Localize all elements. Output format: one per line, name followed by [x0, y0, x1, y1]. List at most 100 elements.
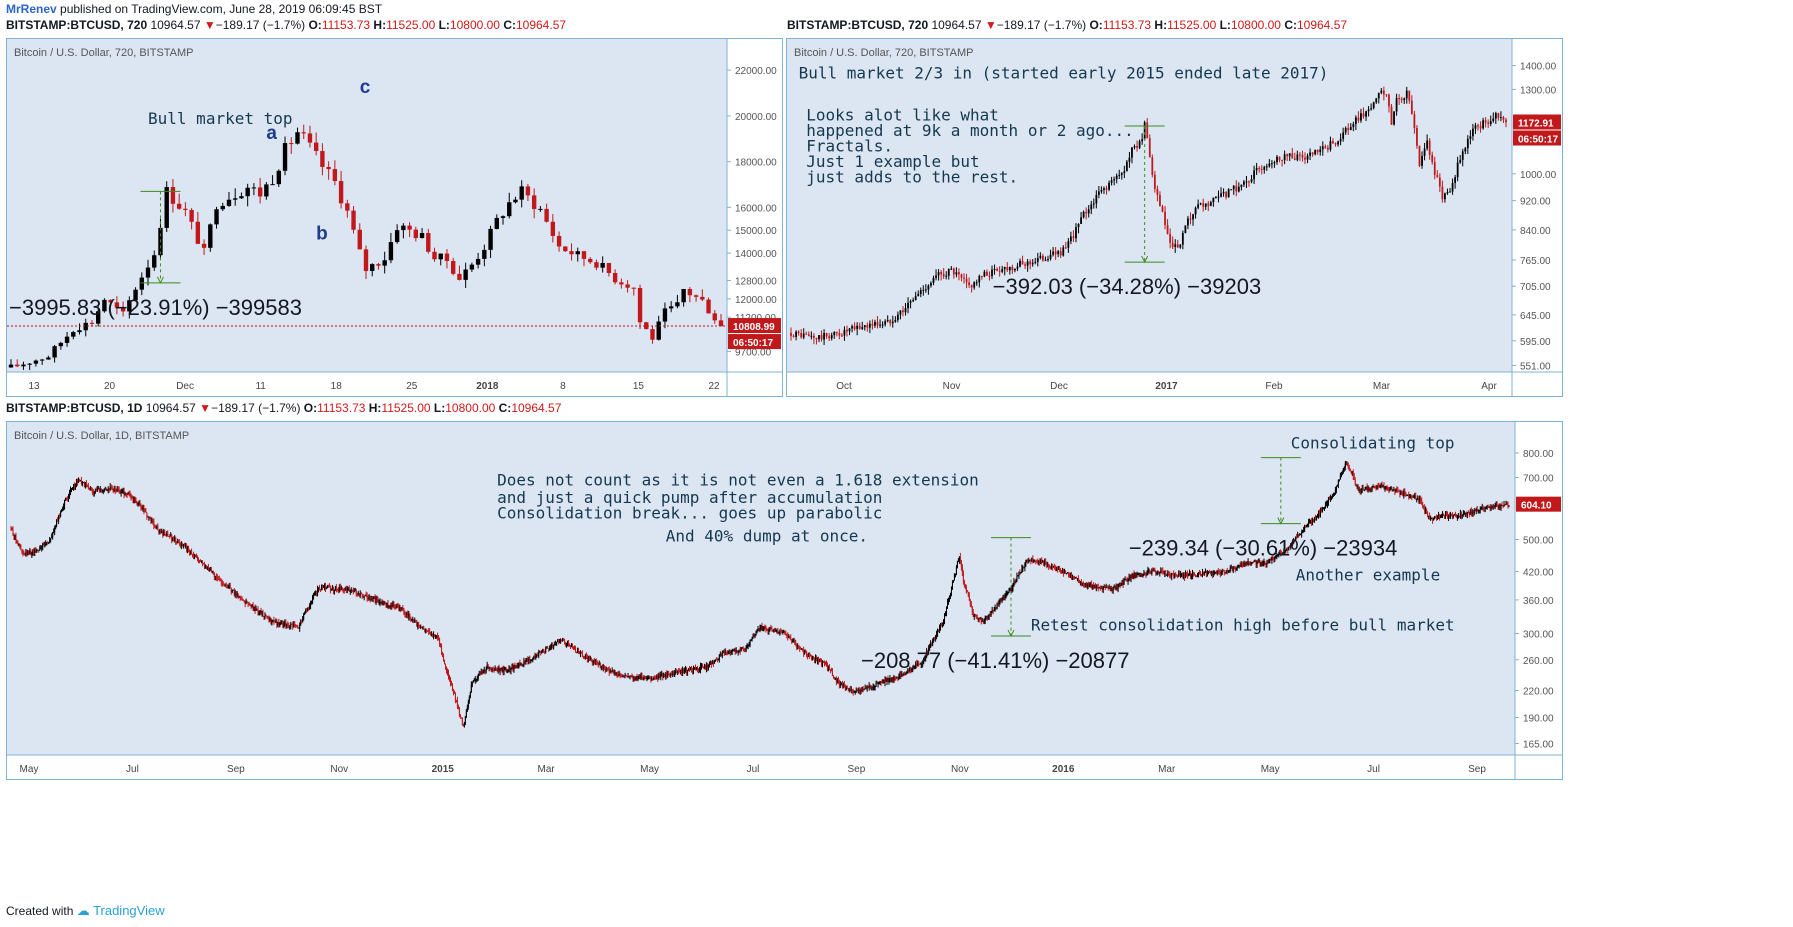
candle-body: [516, 665, 518, 667]
candle-body: [1456, 162, 1459, 178]
candle-body: [1356, 486, 1358, 488]
candle-body: [180, 543, 182, 546]
candle-body: [992, 610, 994, 612]
candle-body: [1448, 516, 1450, 518]
footer-brand[interactable]: TradingView: [93, 903, 165, 918]
candle-body: [777, 630, 779, 634]
candle-body: [373, 597, 375, 599]
candle-body: [422, 627, 424, 629]
candle-body: [558, 640, 560, 643]
candle-body: [1458, 516, 1460, 518]
candle-body: [563, 639, 565, 641]
candle-body: [1082, 582, 1084, 584]
candle-body: [561, 640, 563, 642]
candle-body: [1098, 587, 1100, 589]
candle-body: [1187, 573, 1189, 577]
candle-body: [308, 607, 310, 609]
candle-body: [141, 507, 143, 510]
candle-body: [606, 262, 612, 274]
candle-body: [569, 643, 571, 646]
candle-body: [1117, 585, 1119, 589]
candle-body: [1455, 514, 1457, 518]
candle-body: [1422, 504, 1424, 507]
candle-body: [1375, 486, 1377, 489]
chart-svg-bottom: Bitcoin / U.S. Dollar, 1D, BITSTAMP800.0…: [7, 422, 1562, 779]
candle-body: [194, 555, 196, 557]
candle-body: [1486, 506, 1488, 509]
candle-body: [372, 597, 374, 600]
candle-body: [1393, 489, 1395, 491]
candle-body: [1476, 508, 1478, 511]
candle-body: [991, 610, 993, 612]
tradingview-logo-icon[interactable]: ☁: [76, 903, 90, 918]
candle-body: [1325, 504, 1327, 506]
candle-body: [593, 660, 595, 663]
candle-body: [436, 635, 438, 637]
candle-body: [52, 532, 54, 537]
candle-body: [290, 623, 292, 628]
candle-body: [908, 669, 910, 671]
candle-body: [1006, 267, 1009, 271]
candle-body: [525, 186, 531, 196]
y-tick-label: 220.00: [1523, 687, 1554, 698]
candle-body: [1212, 573, 1214, 576]
candle-body: [857, 690, 859, 692]
candle-body: [1487, 506, 1489, 508]
candle-body: [202, 563, 204, 565]
candle-body: [1229, 568, 1231, 571]
candle-body: [315, 592, 317, 595]
chart-panel-top-left[interactable]: Bitcoin / U.S. Dollar, 720, BITSTAMP 2200…: [6, 38, 783, 397]
candle-body: [1446, 514, 1448, 518]
candle-body: [148, 517, 150, 519]
candle-body: [480, 671, 482, 675]
candle-body: [1400, 98, 1403, 101]
candle-body: [1112, 587, 1114, 591]
candle-body: [469, 264, 475, 270]
candle-body: [1024, 264, 1026, 266]
candle-body: [1178, 573, 1180, 577]
open-value: 11153.73: [1102, 18, 1155, 32]
candle-body: [476, 678, 478, 680]
candle-body: [609, 670, 611, 673]
candle-body: [241, 599, 243, 601]
candle-body: [288, 625, 290, 628]
candle-body: [763, 626, 765, 630]
chart-panel-top-right[interactable]: Bitcoin / U.S. Dollar, 720, BITSTAMP 1400…: [786, 38, 1563, 397]
candle-body: [1110, 587, 1112, 591]
candle-body: [1413, 496, 1415, 498]
candle-body: [988, 614, 990, 617]
candle-body: [852, 691, 854, 693]
candle-body: [277, 622, 279, 625]
y-tick-label: 500.00: [1523, 535, 1554, 546]
candle-body: [1131, 575, 1133, 577]
candle-body: [1290, 543, 1292, 548]
candle-body: [124, 493, 126, 495]
candle-body: [802, 648, 804, 650]
candle-body: [1385, 486, 1387, 488]
candle-body: [834, 678, 836, 680]
x-tick-label: 11: [255, 381, 266, 392]
candle-body: [298, 627, 300, 629]
candle-body: [1393, 111, 1395, 125]
candle-body: [1426, 140, 1429, 149]
candle-body: [731, 649, 733, 652]
candle-body: [243, 600, 245, 602]
candle-body: [960, 274, 963, 278]
author-link[interactable]: MrRenev: [6, 2, 57, 16]
candle-body: [242, 599, 244, 601]
candle-body: [1171, 242, 1174, 247]
chart-panel-bottom[interactable]: Bitcoin / U.S. Dollar, 1D, BITSTAMP 800.0…: [6, 421, 1563, 780]
candle-body: [20, 547, 22, 550]
change-value: −189.17 (−1.7%): [996, 18, 1090, 32]
candle-body: [1368, 487, 1370, 491]
countdown-tag: [1513, 130, 1561, 146]
close-label: C:: [498, 401, 512, 415]
candle-body: [1465, 512, 1467, 515]
candle-body: [407, 613, 409, 617]
candle-body: [1308, 522, 1310, 525]
candle-body: [748, 644, 750, 647]
candle-body: [1037, 560, 1039, 564]
candle-body: [1044, 561, 1046, 565]
candle-body: [815, 657, 817, 661]
candle-body: [120, 492, 122, 494]
